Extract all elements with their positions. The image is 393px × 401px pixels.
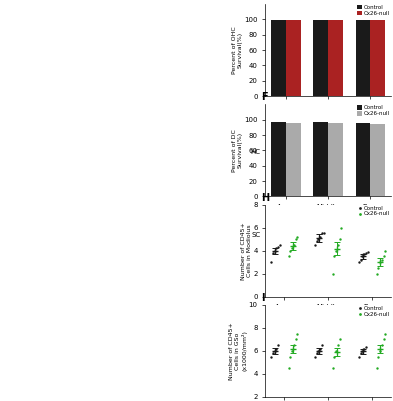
Point — [292, 336, 299, 342]
Point — [356, 259, 362, 265]
Y-axis label: Percent of DC
Survival(%): Percent of DC Survival(%) — [232, 129, 243, 172]
Bar — [286, 124, 301, 196]
Point — [358, 350, 364, 356]
Point — [277, 242, 283, 248]
Point — [375, 265, 382, 271]
Bar — [371, 124, 385, 196]
Point — [294, 330, 301, 337]
Point — [312, 242, 318, 248]
Point — [361, 345, 367, 352]
Point — [275, 244, 281, 250]
Point — [333, 247, 339, 254]
Point — [314, 350, 320, 356]
Y-axis label: Number of CD45+
Cells in Modiolus: Number of CD45+ Cells in Modiolus — [241, 222, 252, 279]
Point — [315, 348, 321, 354]
Point — [336, 236, 343, 242]
Point — [317, 345, 323, 352]
Point — [363, 250, 369, 256]
Point — [294, 233, 301, 240]
Point — [338, 225, 345, 231]
Point — [275, 342, 281, 348]
Point — [273, 345, 279, 352]
Point — [382, 247, 388, 254]
Point — [270, 350, 276, 356]
Text: E: E — [261, 0, 268, 2]
Point — [289, 348, 295, 354]
Point — [289, 245, 295, 251]
Y-axis label: Number of CD45+
Cells in GSo
(x1000/mm²): Number of CD45+ Cells in GSo (x1000/mm²) — [230, 322, 247, 380]
Point — [379, 257, 385, 263]
Point — [268, 353, 274, 360]
Bar — [286, 20, 301, 96]
Point — [319, 230, 325, 237]
Bar — [356, 123, 371, 196]
Point — [292, 236, 299, 242]
Point — [312, 353, 318, 360]
Point — [356, 353, 362, 360]
Bar — [328, 20, 343, 96]
Point — [285, 253, 292, 259]
Point — [373, 365, 380, 371]
Bar — [271, 122, 286, 196]
Y-axis label: Percent of OHC
Survival(%): Percent of OHC Survival(%) — [232, 26, 243, 74]
Point — [358, 257, 364, 263]
Text: D: D — [2, 233, 9, 241]
Point — [329, 270, 336, 277]
Point — [291, 242, 297, 248]
Point — [382, 330, 388, 337]
Point — [380, 336, 387, 342]
Point — [335, 342, 341, 348]
Point — [268, 259, 274, 265]
Point — [377, 259, 383, 265]
Bar — [371, 20, 385, 96]
Point — [314, 238, 320, 245]
Text: C: C — [2, 160, 8, 169]
Point — [336, 336, 343, 342]
Text: A: A — [2, 12, 9, 21]
Text: I: I — [261, 293, 265, 303]
Point — [380, 253, 387, 259]
Text: SC: SC — [251, 232, 260, 237]
Point — [270, 250, 276, 256]
Point — [321, 230, 327, 237]
Point — [287, 247, 294, 254]
Text: B: B — [2, 100, 8, 109]
Point — [331, 253, 338, 259]
Point — [319, 342, 325, 348]
Point — [287, 353, 294, 360]
Text: H: H — [261, 192, 270, 203]
Point — [361, 251, 367, 257]
Point — [375, 353, 382, 360]
Point — [359, 348, 365, 354]
Text: G: G — [2, 341, 9, 350]
Point — [359, 253, 365, 259]
Legend: Control, Cx26-null: Control, Cx26-null — [356, 4, 391, 16]
Point — [335, 242, 341, 248]
Bar — [356, 20, 371, 96]
Legend: Control, Cx26-null: Control, Cx26-null — [357, 305, 391, 317]
Point — [315, 236, 321, 242]
Bar — [313, 122, 328, 196]
Legend: Control, Cx26-null: Control, Cx26-null — [356, 105, 391, 117]
Point — [377, 348, 383, 354]
Point — [291, 342, 297, 348]
Bar — [328, 124, 343, 196]
Bar — [271, 20, 286, 96]
Legend: Control, Cx26-null: Control, Cx26-null — [357, 205, 391, 217]
Point — [373, 270, 380, 277]
Text: HC: HC — [250, 150, 260, 155]
Point — [363, 344, 369, 350]
Point — [329, 365, 336, 371]
Text: F: F — [261, 92, 268, 102]
Point — [365, 249, 371, 255]
Bar — [313, 20, 328, 96]
Point — [271, 247, 277, 254]
Point — [331, 353, 338, 360]
Point — [271, 348, 277, 354]
Point — [273, 245, 279, 251]
Point — [379, 342, 385, 348]
Point — [333, 348, 339, 354]
Point — [317, 233, 323, 240]
Point — [285, 365, 292, 371]
